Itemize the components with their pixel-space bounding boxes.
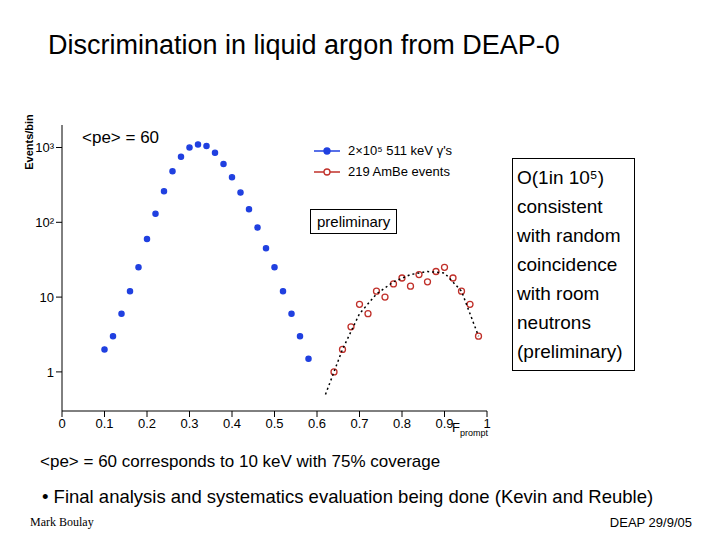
svg-text:0.9: 0.9 [435,416,453,431]
svg-text:0: 0 [58,416,65,431]
svg-text:0.3: 0.3 [180,416,198,431]
svg-text:10: 10 [40,290,54,305]
svg-text:0.1: 0.1 [95,416,113,431]
svg-text:0.6: 0.6 [308,416,326,431]
svg-text:0.5: 0.5 [265,416,283,431]
svg-text:0.7: 0.7 [350,416,368,431]
svg-text:10³: 10³ [35,140,54,155]
svg-text:0.4: 0.4 [223,416,241,431]
svg-text:10²: 10² [35,215,54,230]
svg-text:1: 1 [47,365,54,380]
svg-text:0.2: 0.2 [138,416,156,431]
svg-text:0.8: 0.8 [393,416,411,431]
